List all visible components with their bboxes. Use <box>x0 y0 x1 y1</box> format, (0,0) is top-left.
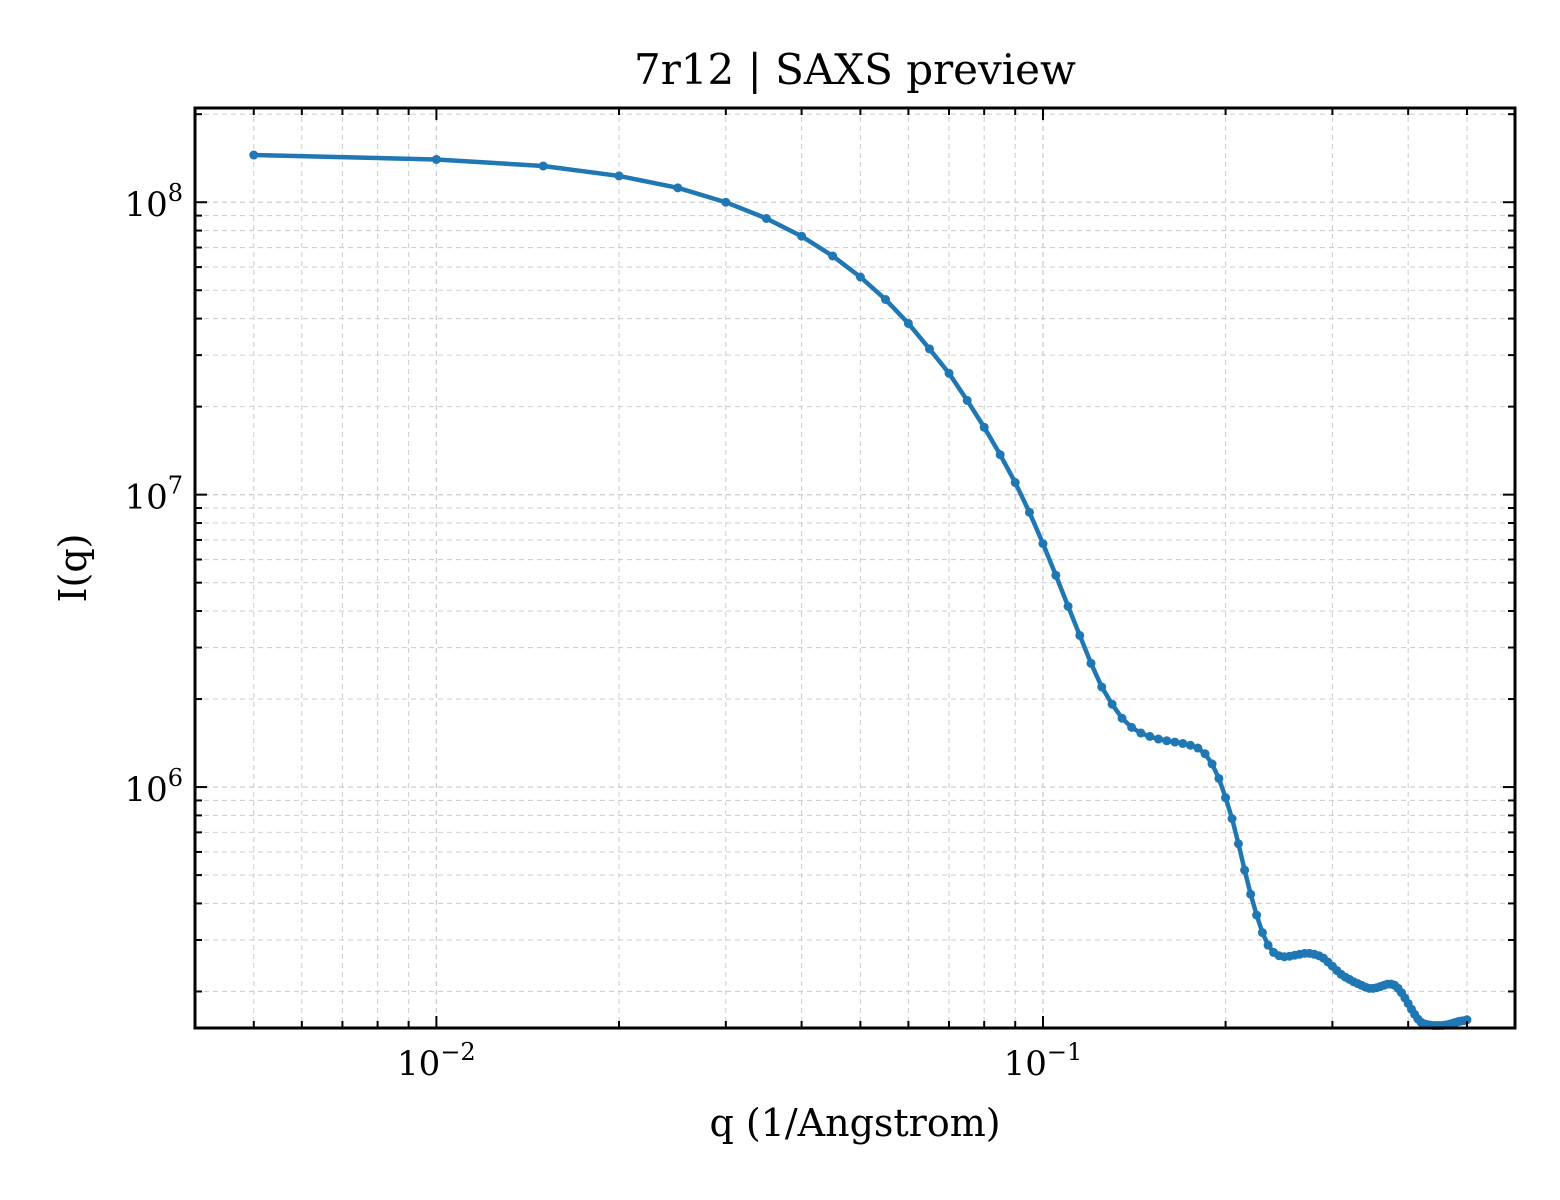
data-point <box>855 272 865 282</box>
data-point <box>1240 865 1250 875</box>
x-tick-label: 10−1 <box>1004 1038 1083 1084</box>
data-point <box>1185 740 1195 750</box>
data-point <box>1200 749 1210 759</box>
data-point <box>1010 478 1020 488</box>
data-point <box>1051 570 1061 580</box>
data-point <box>1207 759 1217 769</box>
y-tick-label: 107 <box>124 472 183 518</box>
data-point <box>761 213 771 223</box>
data-point <box>1107 699 1117 709</box>
data-point <box>1233 839 1243 849</box>
data-point <box>431 154 441 164</box>
data-point <box>538 161 548 171</box>
data-point <box>979 422 989 432</box>
data-point <box>828 251 838 261</box>
data-point <box>1127 722 1137 732</box>
data-point <box>673 183 683 193</box>
data-point <box>797 231 807 241</box>
data-point <box>1153 734 1163 744</box>
data-point <box>1038 539 1048 549</box>
data-point <box>614 171 624 181</box>
data-point <box>962 395 972 405</box>
data-point <box>1193 743 1203 753</box>
data-point <box>1097 682 1107 692</box>
data-point <box>1246 889 1256 899</box>
data-point <box>944 368 954 378</box>
data-point <box>1462 1015 1472 1025</box>
data-point <box>880 294 890 304</box>
data-point <box>1257 928 1267 938</box>
data-point <box>1221 793 1231 803</box>
data-point <box>1252 910 1262 920</box>
data-point <box>924 344 934 354</box>
x-axis-label: q (1/Angstrom) <box>709 1101 1000 1145</box>
y-tick-label: 108 <box>124 179 183 225</box>
data-point <box>1170 737 1180 747</box>
data-point <box>1145 731 1155 741</box>
data-point <box>1024 507 1034 517</box>
data-point <box>1214 773 1224 783</box>
data-point <box>1086 658 1096 668</box>
data-point <box>721 197 731 207</box>
plot-frame <box>193 106 1517 1030</box>
data-point <box>903 318 913 328</box>
data-point <box>1178 738 1188 748</box>
x-tick-label: 10−2 <box>397 1038 476 1084</box>
data-point <box>1075 630 1085 640</box>
data-point <box>249 150 259 160</box>
grid-minor <box>194 108 1515 1028</box>
chart-title: 7r12 | SAXS preview <box>634 45 1076 94</box>
grid-major <box>195 108 1515 1028</box>
y-axis-label: I(q) <box>51 534 95 603</box>
data-point <box>1162 736 1172 746</box>
tick-labels: 10−2 10−1 106 107 108 <box>124 179 1082 1084</box>
data-point <box>1117 713 1127 723</box>
y-tick-label: 106 <box>124 764 183 810</box>
data-point <box>1063 601 1073 611</box>
data-point <box>1136 728 1146 738</box>
data-point <box>995 450 1005 460</box>
series-layer <box>249 150 1472 1030</box>
data-point <box>1227 814 1237 824</box>
data-point <box>1263 940 1273 950</box>
